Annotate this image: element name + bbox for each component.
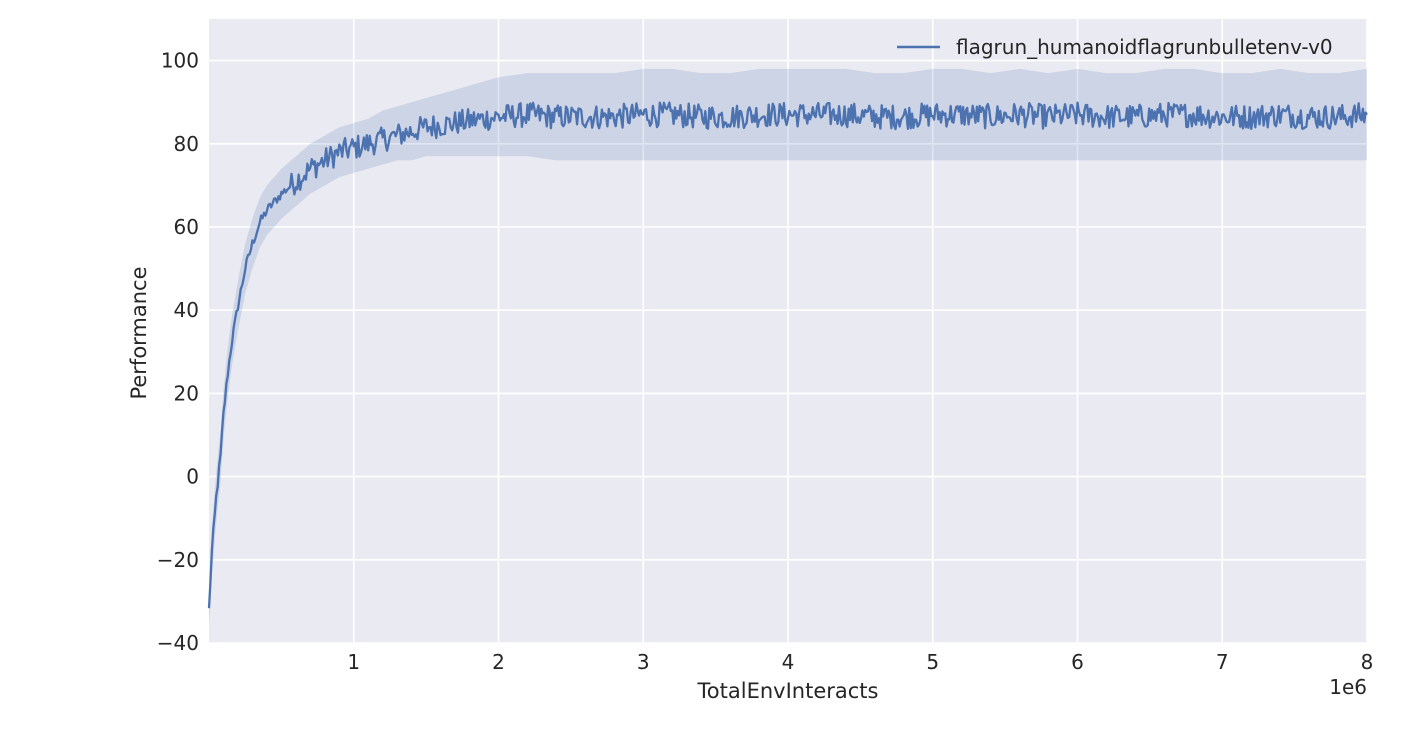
series-line xyxy=(207,101,1368,609)
y-tick-label: 60 xyxy=(174,215,199,239)
legend-entry-label: flagrun_humanoidflagrunbulletenv-v0 xyxy=(956,35,1333,59)
x-tick-label: 5 xyxy=(926,650,939,674)
x-tick-label: 6 xyxy=(1071,650,1084,674)
x-tick-label: 1 xyxy=(347,650,360,674)
y-tick-label: 20 xyxy=(174,381,199,405)
x-tick-label: 4 xyxy=(782,650,795,674)
y-axis-ticks: −40 −20 0 20 40 60 80 100 xyxy=(157,49,199,655)
y-tick-label: 0 xyxy=(186,465,199,489)
x-axis-ticks: 1 2 3 4 5 6 7 8 xyxy=(347,650,1373,674)
legend: flagrun_humanoidflagrunbulletenv-v0 xyxy=(897,35,1333,59)
x-tick-label: 7 xyxy=(1216,650,1229,674)
x-tick-label: 2 xyxy=(492,650,505,674)
x-tick-label: 8 xyxy=(1361,650,1374,674)
x-tick-label: 3 xyxy=(637,650,650,674)
x-axis-offset-label: 1e6 xyxy=(1329,675,1367,699)
x-axis-label: TotalEnvInteracts xyxy=(697,679,879,703)
y-tick-label: −20 xyxy=(157,548,199,572)
y-tick-label: −40 xyxy=(157,631,199,655)
y-tick-label: 40 xyxy=(174,298,199,322)
grid-lines xyxy=(209,19,1368,644)
y-axis-label: Performance xyxy=(127,266,151,399)
y-tick-label: 80 xyxy=(174,132,199,156)
series-line-group xyxy=(207,101,1368,609)
y-tick-label: 100 xyxy=(161,49,199,73)
